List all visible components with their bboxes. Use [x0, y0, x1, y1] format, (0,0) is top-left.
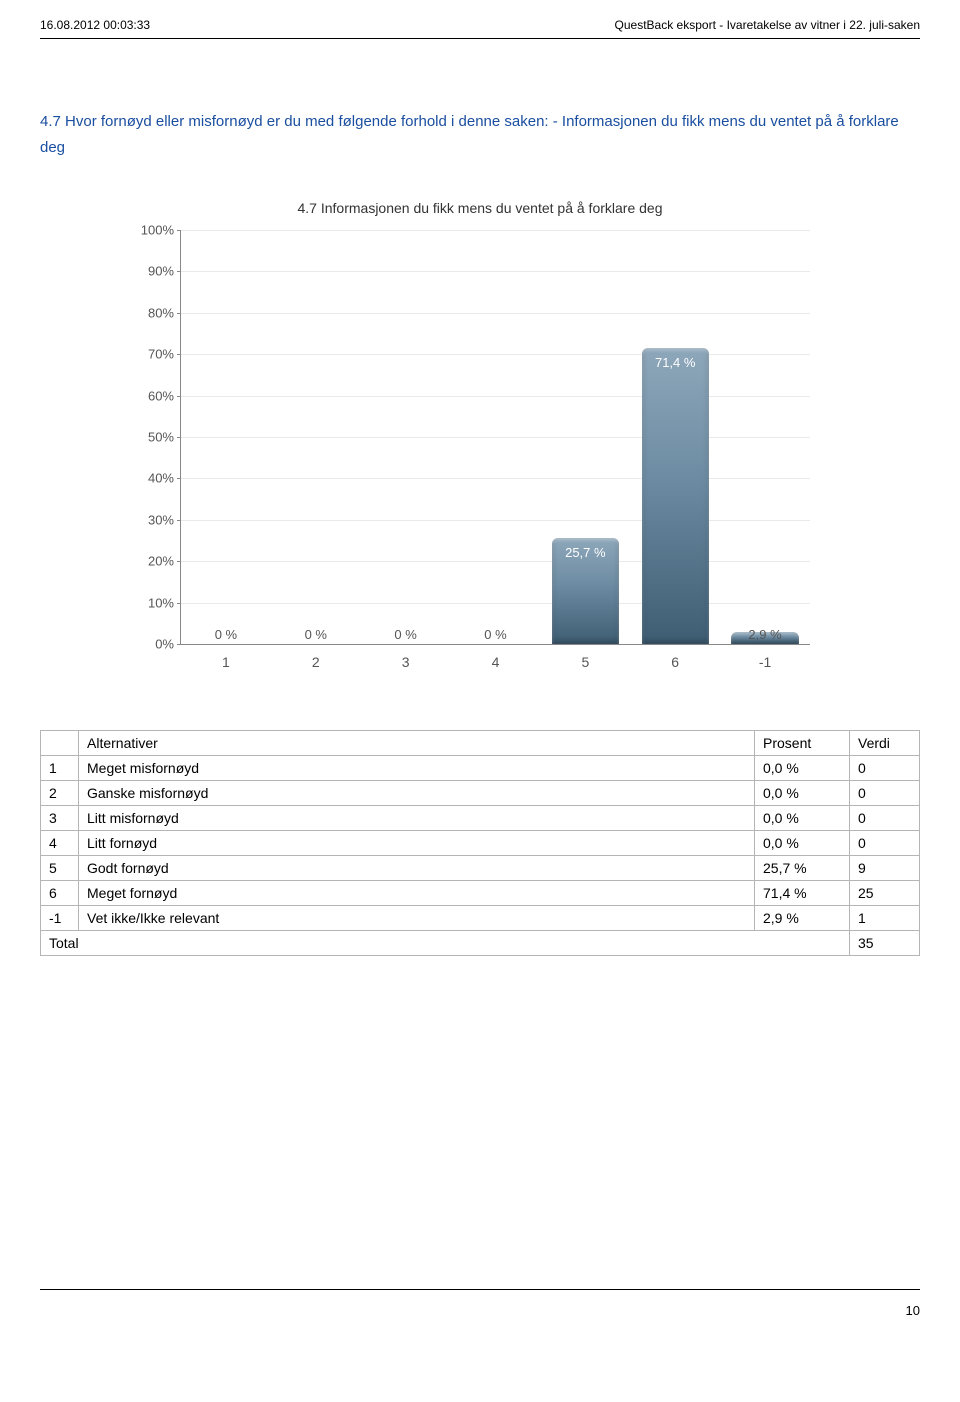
- table-row: 2 Ganske misfornøyd 0,0 % 0: [41, 781, 920, 806]
- x-axis-tick: 6: [671, 654, 679, 670]
- bar-value-label: 25,7 %: [552, 545, 619, 560]
- page: 16.08.2012 00:03:33 QuestBack eksport - …: [0, 0, 960, 1340]
- chart-plot-area: 0%10%20%30%40%50%60%70%80%90%100%0 %10 %…: [180, 230, 810, 645]
- row-label: Litt fornøyd: [79, 831, 755, 856]
- row-index: -1: [41, 906, 79, 931]
- x-axis-tick: 2: [312, 654, 320, 670]
- x-axis-tick: 1: [222, 654, 230, 670]
- total-value: 35: [850, 931, 920, 956]
- page-number: 10: [906, 1303, 920, 1318]
- row-value: 1: [850, 906, 920, 931]
- y-axis-tick: 10%: [131, 595, 174, 610]
- table-header-blank: [41, 731, 79, 756]
- y-axis-tick: 40%: [131, 471, 174, 486]
- y-axis-tick: 100%: [131, 223, 174, 238]
- row-percent: 25,7 %: [755, 856, 850, 881]
- results-table: Alternativer Prosent Verdi 1 Meget misfo…: [40, 730, 920, 956]
- table-row: 6 Meget fornøyd 71,4 % 25: [41, 881, 920, 906]
- row-label: Ganske misfornøyd: [79, 781, 755, 806]
- table-header-alternativer: Alternativer: [79, 731, 755, 756]
- y-axis-tick: 90%: [131, 264, 174, 279]
- x-axis-tick: 5: [581, 654, 589, 670]
- header-timestamp: 16.08.2012 00:03:33: [40, 18, 150, 32]
- table-total-row: Total35: [41, 931, 920, 956]
- total-label: Total: [41, 931, 850, 956]
- row-label: Vet ikke/Ikke relevant: [79, 906, 755, 931]
- row-label: Litt misfornøyd: [79, 806, 755, 831]
- row-index: 6: [41, 881, 79, 906]
- table-row: 4 Litt fornøyd 0,0 % 0: [41, 831, 920, 856]
- table-row: 5 Godt fornøyd 25,7 % 9: [41, 856, 920, 881]
- row-percent: 0,0 %: [755, 756, 850, 781]
- row-index: 1: [41, 756, 79, 781]
- table-row: 3 Litt misfornøyd 0,0 % 0: [41, 806, 920, 831]
- table-header-row: Alternativer Prosent Verdi: [41, 731, 920, 756]
- bar-chart: 4.7 Informasjonen du fikk mens du ventet…: [125, 200, 835, 690]
- row-index: 2: [41, 781, 79, 806]
- question-text: 4.7 Hvor fornøyd eller misfornøyd er du …: [40, 109, 920, 160]
- table-header-verdi: Verdi: [850, 731, 920, 756]
- bar-value-label: 71,4 %: [642, 355, 709, 370]
- chart-title: 4.7 Informasjonen du fikk mens du ventet…: [125, 200, 835, 216]
- row-label: Meget fornøyd: [79, 881, 755, 906]
- y-axis-tick: 30%: [131, 512, 174, 527]
- row-value: 25: [850, 881, 920, 906]
- row-value: 0: [850, 831, 920, 856]
- row-value: 9: [850, 856, 920, 881]
- row-value: 0: [850, 806, 920, 831]
- y-axis-tick: 20%: [131, 554, 174, 569]
- bar-value-label: 0 %: [372, 627, 439, 642]
- row-index: 4: [41, 831, 79, 856]
- row-percent: 0,0 %: [755, 806, 850, 831]
- table-row: -1 Vet ikke/Ikke relevant 2,9 % 1: [41, 906, 920, 931]
- y-axis-tick: 60%: [131, 388, 174, 403]
- row-value: 0: [850, 781, 920, 806]
- row-index: 3: [41, 806, 79, 831]
- table-row: 1 Meget misfornøyd 0,0 % 0: [41, 756, 920, 781]
- row-percent: 0,0 %: [755, 831, 850, 856]
- bar-value-label: 0 %: [192, 627, 259, 642]
- x-axis-tick: 4: [492, 654, 500, 670]
- y-axis-tick: 50%: [131, 430, 174, 445]
- row-index: 5: [41, 856, 79, 881]
- bar-value-label: 2,9 %: [731, 627, 798, 642]
- footer-divider: [40, 1289, 920, 1290]
- y-axis-tick: 0%: [131, 637, 174, 652]
- x-axis-tick: -1: [759, 654, 771, 670]
- page-header: 16.08.2012 00:03:33 QuestBack eksport - …: [40, 18, 920, 32]
- row-percent: 0,0 %: [755, 781, 850, 806]
- row-label: Godt fornøyd: [79, 856, 755, 881]
- row-label: Meget misfornøyd: [79, 756, 755, 781]
- y-axis-tick: 70%: [131, 347, 174, 362]
- bar-value-label: 0 %: [462, 627, 529, 642]
- y-axis-tick: 80%: [131, 305, 174, 320]
- header-export-title: QuestBack eksport - Ivaretakelse av vitn…: [615, 18, 920, 32]
- bar-value-label: 0 %: [282, 627, 349, 642]
- x-axis-tick: 3: [402, 654, 410, 670]
- table-header-prosent: Prosent: [755, 731, 850, 756]
- row-value: 0: [850, 756, 920, 781]
- row-percent: 2,9 %: [755, 906, 850, 931]
- header-divider: [40, 38, 920, 39]
- chart-bar: [642, 348, 709, 644]
- row-percent: 71,4 %: [755, 881, 850, 906]
